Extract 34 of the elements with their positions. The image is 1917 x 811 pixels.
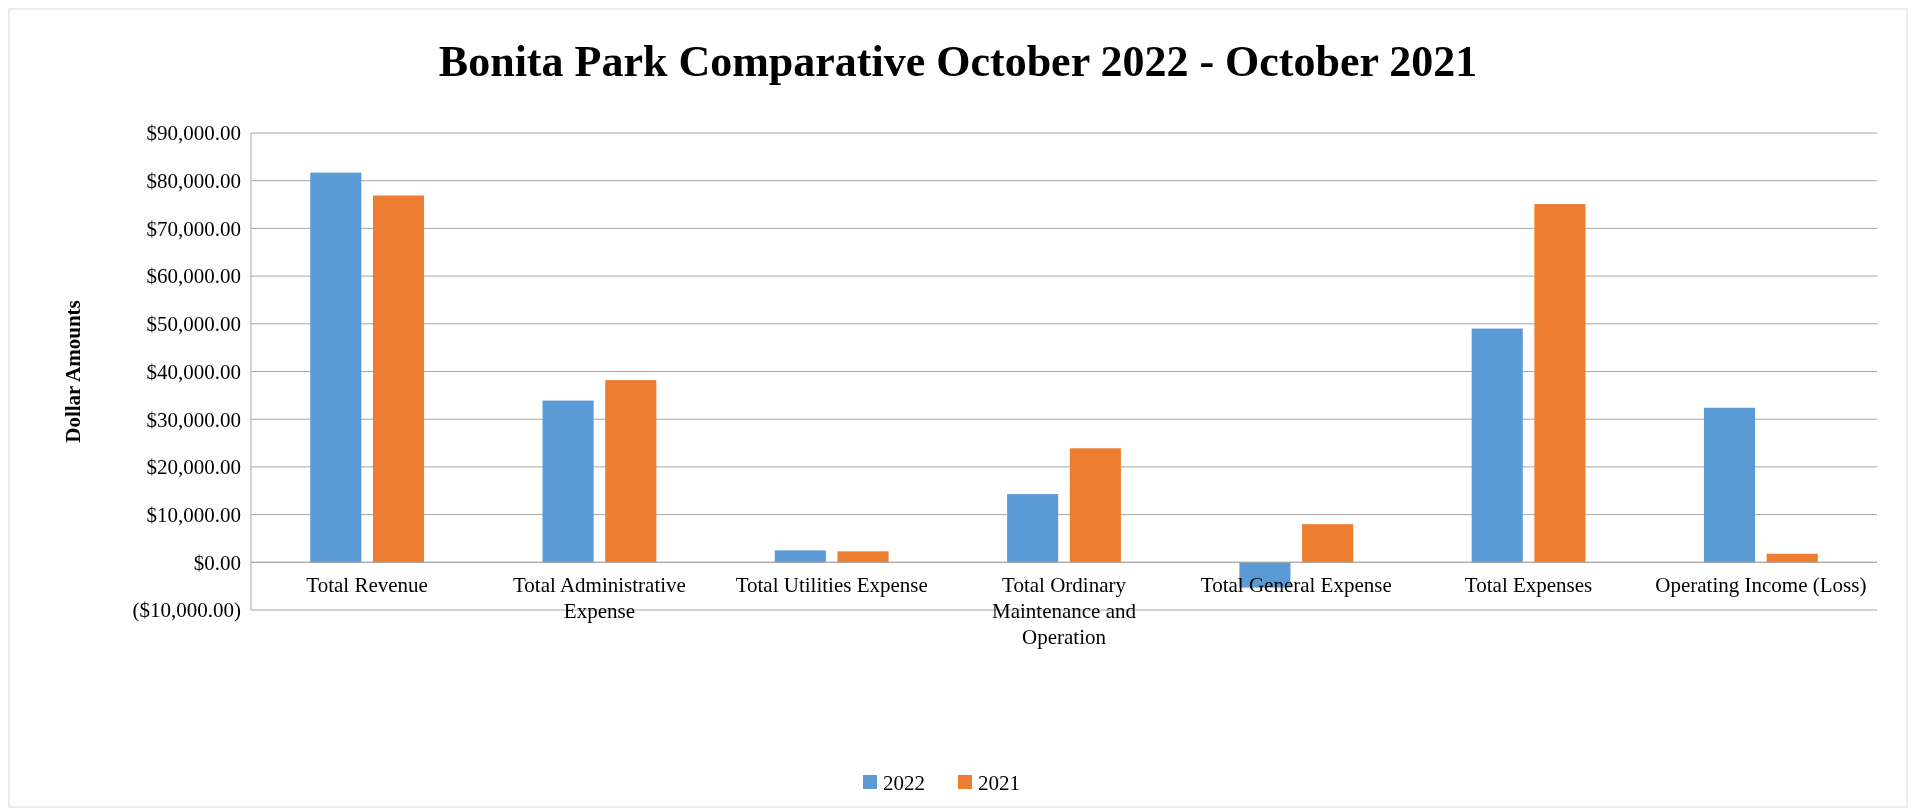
y-tick-label: $80,000.00 [146, 169, 241, 194]
x-tick-label: Total Revenue [306, 573, 428, 598]
bar [1007, 494, 1059, 563]
y-tick-label: $60,000.00 [146, 264, 241, 289]
y-axis-title: Dollar Amounts [61, 300, 85, 443]
y-tick-label: $90,000.00 [146, 121, 241, 146]
bar [1302, 524, 1354, 563]
y-tick-label: $10,000.00 [146, 502, 241, 527]
y-tick-label: ($10,000.00) [132, 598, 241, 623]
legend-label: 2021 [978, 771, 1020, 796]
bar [1534, 204, 1586, 563]
y-tick-label: $50,000.00 [146, 312, 241, 337]
y-tick-label: $70,000.00 [146, 216, 241, 241]
bar [372, 195, 425, 563]
y-tick-label: $40,000.00 [146, 359, 241, 384]
x-tick-label: Total Administrative Expense [512, 573, 686, 624]
bar [774, 550, 826, 563]
bar [310, 172, 362, 563]
chart-title: Bonita Park Comparative October 2022 - October 2021 [438, 37, 1478, 86]
y-tick-label: $30,000.00 [146, 407, 241, 432]
bar [605, 380, 657, 563]
bar [1471, 328, 1523, 563]
legend-label: 2022 [883, 771, 925, 796]
y-tick-label: $20,000.00 [146, 455, 241, 480]
x-tick-label: Total Expenses [1464, 573, 1593, 598]
y-tick-label: $0.00 [193, 550, 241, 575]
x-tick-label: Total Ordinary Maintenance and Operation [991, 573, 1137, 650]
bar [1703, 407, 1756, 563]
bar [1069, 448, 1121, 563]
x-tick-label: Total Utilities Expense [735, 573, 928, 598]
bar [542, 400, 594, 563]
bar [837, 551, 889, 563]
x-tick-label: Operating Income (Loss) [1655, 573, 1867, 598]
bar [1766, 553, 1818, 563]
